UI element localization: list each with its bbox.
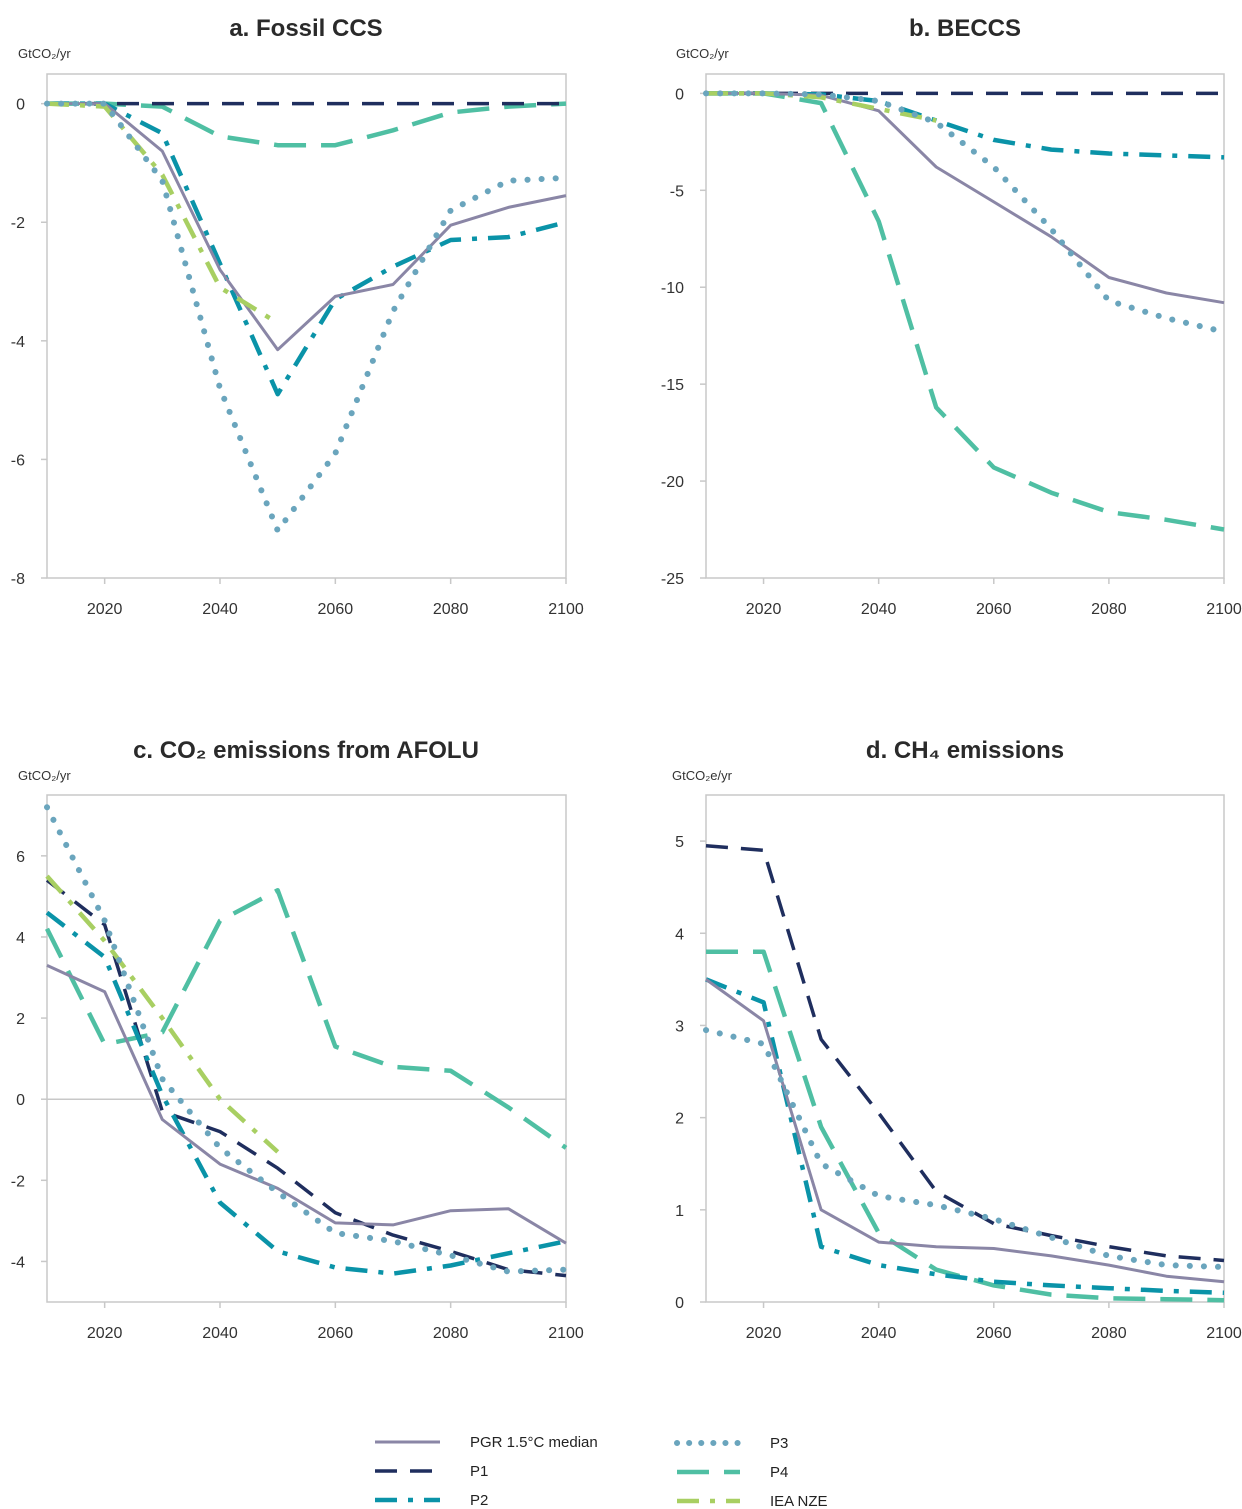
panel-afolu: c. CO₂ emissions from AFOLU GtCO₂/yr 202… — [11, 737, 584, 1342]
series-line-p2 — [705, 977, 1225, 1296]
x-tick-label: 2020 — [87, 1325, 123, 1342]
x-tick-label: 2080 — [433, 1325, 469, 1342]
x-tick-label: 2100 — [548, 1325, 584, 1342]
series-line-p1 — [45, 878, 567, 1278]
y-tick-label: -10 — [661, 280, 684, 297]
x-tick-label: 2040 — [861, 1325, 897, 1342]
legend: PGR 1.5°C median P1 P2 P3 P4 IEA NZE — [375, 1434, 828, 1509]
x-tick-label: 2060 — [976, 601, 1012, 618]
panel-beccs: b. BECCS GtCO₂/yr 2020 2040 2060 2080 2100 0 -… — [661, 15, 1242, 618]
legend-label: P1 — [470, 1463, 488, 1480]
series-line-p3 — [44, 100, 569, 534]
y-tick-label: 2 — [16, 1011, 25, 1028]
x-tick-label: 2060 — [976, 1325, 1012, 1342]
y-tick-label: -15 — [661, 377, 684, 394]
y-tick-label: -4 — [11, 334, 25, 351]
series-line-p2 — [706, 91, 1225, 160]
y-tick-label: 0 — [675, 1295, 684, 1312]
series-line-p4 — [706, 91, 1225, 532]
plot-frame — [705, 73, 1225, 579]
series-line-iea-nze — [706, 91, 937, 123]
legend-label: P4 — [770, 1464, 788, 1481]
y-tick-label: -2 — [11, 215, 25, 232]
x-tick-label: 2020 — [746, 601, 782, 618]
y-tick-label: -5 — [670, 183, 684, 200]
panel-fossil-ccs: a. Fossil CCS GtCO₂/yr 2020 2040 2060 2080 2… — [11, 15, 584, 618]
x-tick-label: 2040 — [202, 1325, 238, 1342]
x-tick-label: 2100 — [1206, 601, 1242, 618]
y-tick-label: -2 — [11, 1173, 25, 1190]
legend-label: IEA NZE — [770, 1493, 828, 1509]
x-tick-label: 2080 — [433, 601, 469, 618]
y-tick-label: 2 — [675, 1111, 684, 1128]
series-line-iea-nze — [45, 874, 280, 1154]
y-tick-label: 0 — [16, 97, 25, 114]
x-tick-label: 2060 — [318, 1325, 354, 1342]
series-line-median — [47, 102, 567, 352]
series-line-p4 — [47, 101, 567, 148]
y-tick-label: 1 — [675, 1203, 684, 1220]
x-tick-label: 2080 — [1091, 1325, 1127, 1342]
series-line-iea-nze — [46, 101, 279, 325]
legend-label: P2 — [470, 1492, 488, 1509]
x-tick-label: 2040 — [861, 601, 897, 618]
y-tick-label: -20 — [661, 474, 684, 491]
legend-label: P3 — [770, 1435, 788, 1452]
series-line-p3 — [703, 90, 1227, 335]
y-tick-label: 4 — [675, 926, 684, 943]
y-tick-label: 0 — [16, 1092, 25, 1109]
y-tick-label: 3 — [675, 1018, 684, 1035]
unit-label: GtCO₂/yr — [18, 46, 71, 61]
legend-label: PGR 1.5°C median — [470, 1434, 598, 1451]
panel-title: d. CH₄ emissions — [866, 737, 1064, 764]
unit-label: GtCO₂/yr — [676, 46, 729, 61]
series-line-p1 — [705, 843, 1225, 1263]
x-tick-label: 2040 — [202, 601, 238, 618]
panel-ch4: d. CH₄ emissions GtCO₂e/yr 2020 2040 2060 2… — [672, 737, 1242, 1342]
unit-label: GtCO₂/yr — [18, 768, 71, 783]
series-line-p4 — [44, 888, 568, 1150]
unit-label: GtCO₂e/yr — [672, 768, 733, 783]
series-line-p4 — [706, 949, 1225, 1303]
y-tick-label: -8 — [11, 571, 25, 588]
plot-frame — [705, 794, 1225, 1303]
panel-title: b. BECCS — [909, 15, 1021, 42]
x-tick-label: 2080 — [1091, 601, 1127, 618]
y-tick-label: 0 — [675, 86, 684, 103]
series-line-median — [46, 964, 567, 1245]
y-tick-label: -25 — [661, 571, 684, 588]
series-line-p3 — [703, 1027, 1227, 1270]
x-tick-label: 2060 — [318, 601, 354, 618]
panel-title: a. Fossil CCS — [229, 15, 382, 42]
x-tick-label: 2100 — [548, 601, 584, 618]
y-tick-label: 5 — [675, 834, 684, 851]
series-line-p3 — [44, 804, 569, 1275]
plot-frame — [46, 794, 567, 1303]
y-tick-label: -4 — [11, 1254, 25, 1271]
x-tick-label: 2100 — [1206, 1325, 1242, 1342]
y-tick-label: 4 — [16, 930, 25, 947]
x-tick-label: 2020 — [87, 601, 123, 618]
series-line-p2 — [47, 101, 567, 397]
series-line-p2 — [45, 910, 567, 1276]
x-tick-label: 2020 — [746, 1325, 782, 1342]
y-tick-label: -6 — [11, 452, 25, 469]
panel-title: c. CO₂ emissions from AFOLU — [133, 737, 479, 764]
series-line-median — [705, 978, 1225, 1284]
plot-frame — [46, 73, 567, 579]
y-tick-label: 6 — [16, 849, 25, 866]
series-line-median — [706, 91, 1225, 305]
